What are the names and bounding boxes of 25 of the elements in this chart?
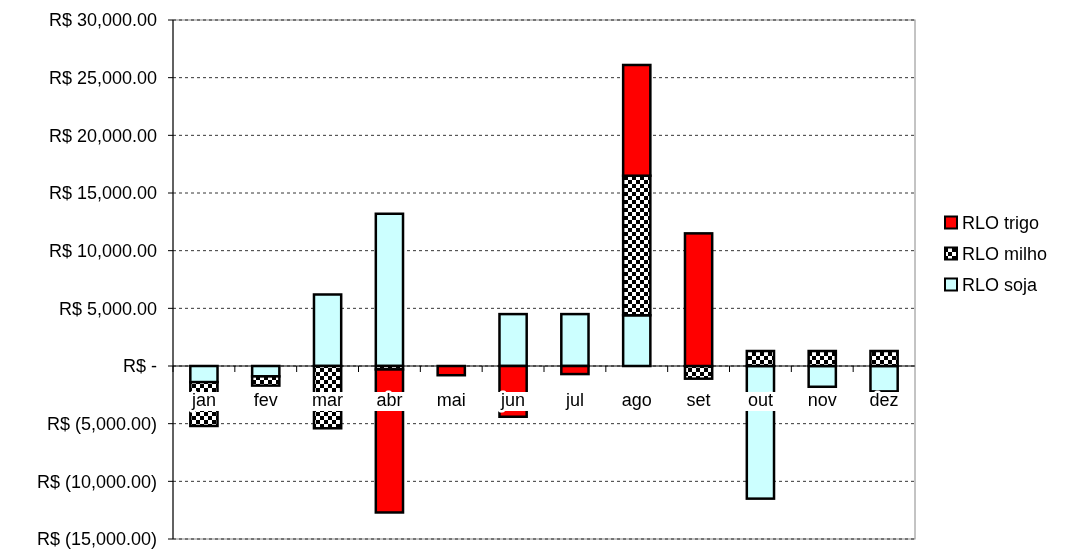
y-tick-label: R$ 25,000.00 — [48, 67, 157, 88]
y-tick-label: R$ 30,000.00 — [48, 10, 157, 31]
y-tick-label: R$ (5,000.00) — [46, 413, 157, 434]
x-tick-label: ago — [621, 390, 652, 410]
x-tick-label: jan — [190, 390, 216, 410]
legend-label: RLO trigo — [962, 212, 1040, 233]
x-tick-label: nov — [807, 390, 837, 410]
y-tick-label: R$ 15,000.00 — [48, 183, 157, 204]
y-tick-label: R$ (10,000.00) — [36, 471, 157, 492]
legend-label: RLO soja — [962, 274, 1039, 295]
x-tick-label: jun — [500, 390, 526, 410]
x-tick-label: dez — [869, 390, 899, 410]
x-tick-label: mai — [436, 390, 466, 410]
y-tick-label: R$ 5,000.00 — [58, 298, 157, 319]
y-tick-label: R$ - — [122, 356, 157, 377]
legend-label: RLO milho — [962, 243, 1048, 264]
y-tick-label: R$ 10,000.00 — [48, 240, 157, 261]
y-tick-label: R$ 20,000.00 — [48, 125, 157, 146]
x-tick-label: jul — [564, 390, 584, 410]
y-tick-label: R$ (15,000.00) — [36, 529, 157, 550]
x-tick-label: mar — [312, 390, 344, 410]
x-tick-label: abr — [376, 390, 403, 410]
x-tick-label: fev — [253, 390, 278, 410]
x-tick-label: out — [747, 390, 773, 410]
x-tick-label: set — [686, 390, 711, 410]
